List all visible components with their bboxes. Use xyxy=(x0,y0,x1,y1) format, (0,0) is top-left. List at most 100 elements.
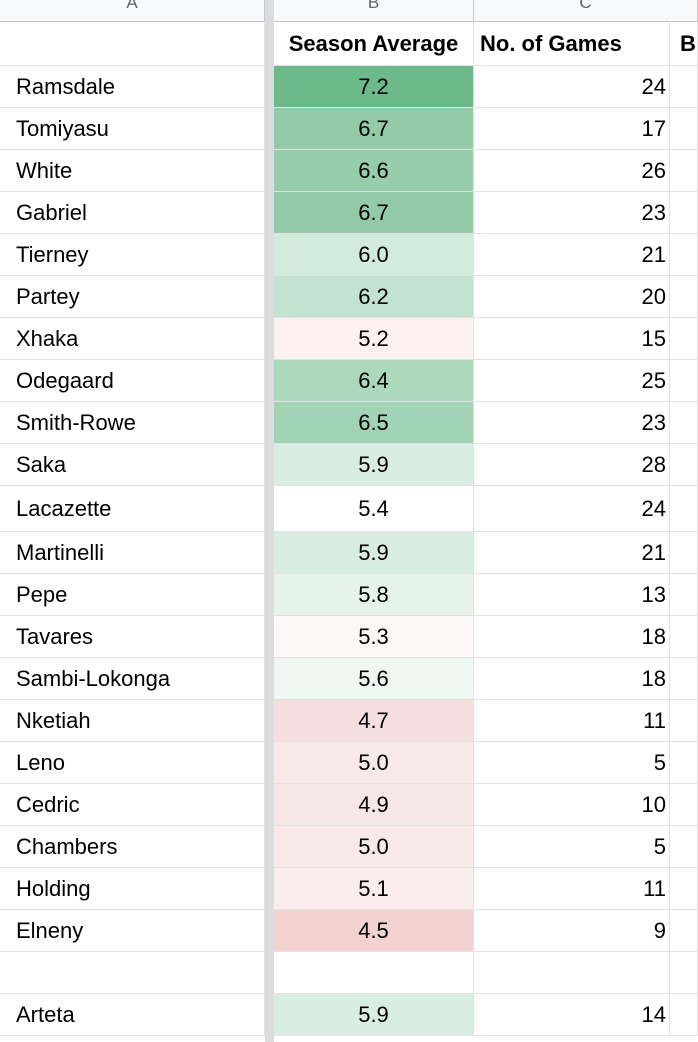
season-average-cell[interactable]: 4.5 xyxy=(274,910,474,952)
player-name-cell[interactable]: Pepe xyxy=(0,574,265,616)
games-cell[interactable]: 24 xyxy=(474,66,670,108)
player-name-cell[interactable]: White xyxy=(0,150,265,192)
column-d-cell[interactable] xyxy=(670,574,698,616)
column-d-cell[interactable] xyxy=(670,910,698,952)
player-name-cell[interactable]: Nketiah xyxy=(0,700,265,742)
player-name-cell[interactable]: Tierney xyxy=(0,234,265,276)
games-cell[interactable]: 18 xyxy=(474,616,670,658)
games-cell[interactable]: 23 xyxy=(474,192,670,234)
column-d-cell[interactable] xyxy=(670,276,698,318)
player-name-cell[interactable]: Saka xyxy=(0,444,265,486)
season-average-cell[interactable]: 6.2 xyxy=(274,276,474,318)
player-name-cell[interactable]: Lacazette xyxy=(0,486,265,532)
season-average-cell[interactable]: 6.7 xyxy=(274,108,474,150)
player-name-cell[interactable]: Cedric xyxy=(0,784,265,826)
season-average-cell[interactable]: 5.8 xyxy=(274,574,474,616)
player-name-cell[interactable]: Odegaard xyxy=(0,360,265,402)
column-d-cell[interactable] xyxy=(670,952,698,994)
player-name-cell[interactable]: Elneny xyxy=(0,910,265,952)
frozen-column-divider[interactable] xyxy=(265,0,274,1042)
player-name-cell[interactable]: Tavares xyxy=(0,616,265,658)
column-d-cell[interactable] xyxy=(670,784,698,826)
column-d-cell[interactable] xyxy=(670,742,698,784)
player-name-cell[interactable]: Sambi-Lokonga xyxy=(0,658,265,700)
season-average-cell[interactable]: 5.3 xyxy=(274,616,474,658)
column-d-cell[interactable] xyxy=(670,486,698,532)
column-d-cell[interactable] xyxy=(670,700,698,742)
column-d-cell[interactable] xyxy=(670,318,698,360)
column-d-cell[interactable] xyxy=(670,108,698,150)
season-average-cell[interactable]: 6.6 xyxy=(274,150,474,192)
player-name-cell[interactable]: Leno xyxy=(0,742,265,784)
header-col-d[interactable]: B xyxy=(670,22,698,66)
season-average-cell[interactable]: 6.4 xyxy=(274,360,474,402)
column-d-cell[interactable] xyxy=(670,444,698,486)
season-average-cell[interactable]: 5.9 xyxy=(274,444,474,486)
season-average-cell[interactable]: 6.7 xyxy=(274,192,474,234)
season-average-cell[interactable]: 7.2 xyxy=(274,66,474,108)
season-average-cell[interactable]: 5.2 xyxy=(274,318,474,360)
season-average-cell[interactable]: 6.5 xyxy=(274,402,474,444)
player-name-cell[interactable]: Chambers xyxy=(0,826,265,868)
column-d-cell[interactable] xyxy=(670,532,698,574)
games-cell[interactable]: 20 xyxy=(474,276,670,318)
season-average-cell[interactable]: 5.4 xyxy=(274,486,474,532)
games-cell[interactable]: 21 xyxy=(474,532,670,574)
season-average-cell[interactable]: 4.9 xyxy=(274,784,474,826)
column-d-cell[interactable] xyxy=(670,66,698,108)
column-d-cell[interactable] xyxy=(670,234,698,276)
player-name-cell[interactable]: Xhaka xyxy=(0,318,265,360)
games-cell[interactable]: 10 xyxy=(474,784,670,826)
column-d-cell[interactable] xyxy=(670,868,698,910)
player-name-cell[interactable]: Arteta xyxy=(0,994,265,1036)
season-average-cell[interactable] xyxy=(274,952,474,994)
games-cell[interactable]: 5 xyxy=(474,826,670,868)
player-name-cell[interactable]: Smith-Rowe xyxy=(0,402,265,444)
games-cell[interactable]: 9 xyxy=(474,910,670,952)
games-cell[interactable]: 26 xyxy=(474,150,670,192)
games-cell[interactable]: 21 xyxy=(474,234,670,276)
header-cell-name[interactable] xyxy=(0,22,265,66)
games-cell[interactable]: 14 xyxy=(474,994,670,1036)
column-d-cell[interactable] xyxy=(670,192,698,234)
games-cell[interactable]: 11 xyxy=(474,700,670,742)
column-header-b[interactable]: B xyxy=(274,0,474,22)
player-name-cell[interactable]: Tomiyasu xyxy=(0,108,265,150)
games-cell[interactable]: 25 xyxy=(474,360,670,402)
column-d-cell[interactable] xyxy=(670,658,698,700)
games-cell[interactable]: 17 xyxy=(474,108,670,150)
column-header-a[interactable]: A xyxy=(0,0,265,22)
column-d-cell[interactable] xyxy=(670,360,698,402)
games-cell[interactable]: 15 xyxy=(474,318,670,360)
season-average-cell[interactable]: 5.9 xyxy=(274,994,474,1036)
column-d-cell[interactable] xyxy=(670,616,698,658)
season-average-cell[interactable]: 6.0 xyxy=(274,234,474,276)
player-name-cell[interactable] xyxy=(0,952,265,994)
season-average-cell[interactable]: 5.1 xyxy=(274,868,474,910)
season-average-cell[interactable]: 5.9 xyxy=(274,532,474,574)
column-d-cell[interactable] xyxy=(670,826,698,868)
player-name-cell[interactable]: Gabriel xyxy=(0,192,265,234)
games-cell[interactable]: 24 xyxy=(474,486,670,532)
header-season-average[interactable]: Season Average xyxy=(274,22,474,66)
games-cell[interactable]: 5 xyxy=(474,742,670,784)
games-cell[interactable]: 23 xyxy=(474,402,670,444)
season-average-cell[interactable]: 4.7 xyxy=(274,700,474,742)
header-games[interactable]: No. of Games xyxy=(474,22,670,66)
column-d-cell[interactable] xyxy=(670,994,698,1036)
season-average-cell[interactable]: 5.6 xyxy=(274,658,474,700)
games-cell[interactable] xyxy=(474,952,670,994)
column-header-c[interactable]: C xyxy=(474,0,698,22)
season-average-cell[interactable]: 5.0 xyxy=(274,742,474,784)
player-name-cell[interactable]: Ramsdale xyxy=(0,66,265,108)
column-d-cell[interactable] xyxy=(670,150,698,192)
games-cell[interactable]: 13 xyxy=(474,574,670,616)
player-name-cell[interactable]: Partey xyxy=(0,276,265,318)
games-cell[interactable]: 11 xyxy=(474,868,670,910)
column-d-cell[interactable] xyxy=(670,402,698,444)
season-average-cell[interactable]: 5.0 xyxy=(274,826,474,868)
games-cell[interactable]: 28 xyxy=(474,444,670,486)
player-name-cell[interactable]: Martinelli xyxy=(0,532,265,574)
games-cell[interactable]: 18 xyxy=(474,658,670,700)
player-name-cell[interactable]: Holding xyxy=(0,868,265,910)
